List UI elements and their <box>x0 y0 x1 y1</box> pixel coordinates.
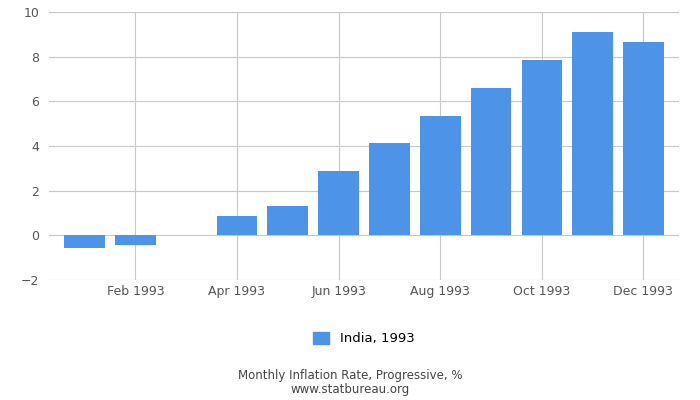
Bar <box>369 143 410 235</box>
Bar <box>217 216 258 235</box>
Bar <box>420 116 461 235</box>
Bar <box>573 32 613 235</box>
Bar <box>470 88 511 235</box>
Bar <box>318 170 359 235</box>
Text: www.statbureau.org: www.statbureau.org <box>290 384 410 396</box>
Bar <box>115 235 155 245</box>
Bar <box>267 206 308 235</box>
Bar <box>623 42 664 235</box>
Bar <box>522 60 562 235</box>
Bar <box>64 235 105 248</box>
Legend: India, 1993: India, 1993 <box>308 327 420 351</box>
Text: Monthly Inflation Rate, Progressive, %: Monthly Inflation Rate, Progressive, % <box>238 370 462 382</box>
